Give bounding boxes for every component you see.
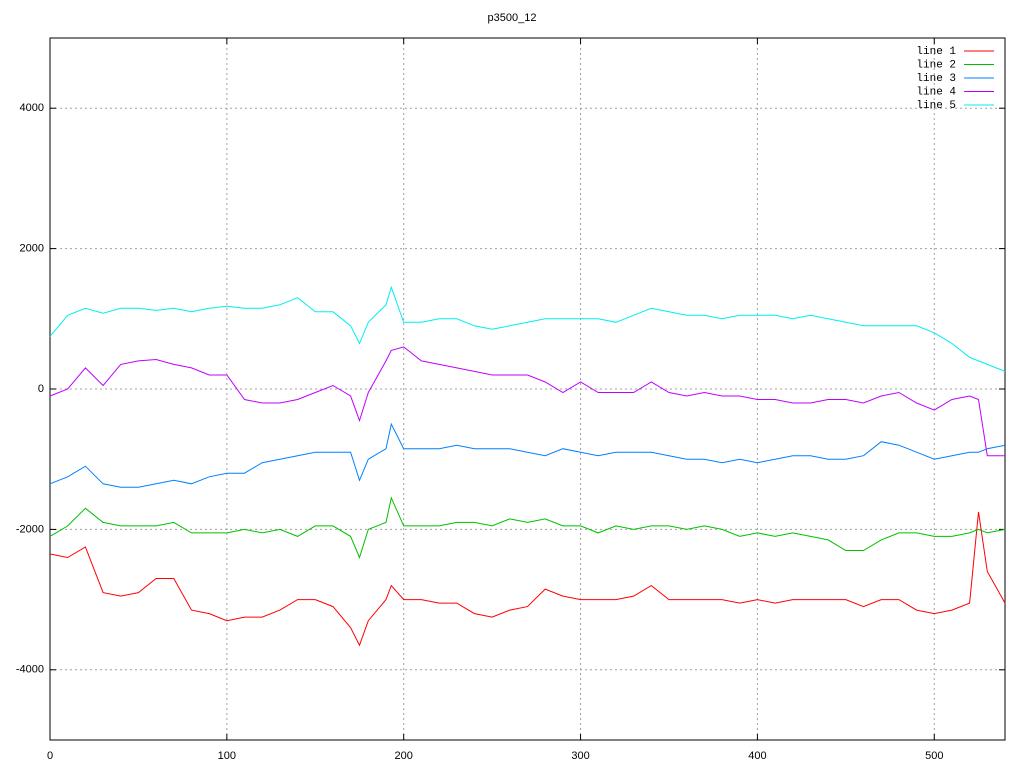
series-line bbox=[49, 346, 1005, 457]
x-tick-label: 500 bbox=[925, 750, 943, 762]
series-line bbox=[49, 496, 1006, 559]
legend-label: line 4 bbox=[916, 86, 956, 98]
x-tick-label: 400 bbox=[748, 750, 766, 762]
x-tick-label: 0 bbox=[47, 750, 53, 762]
legend-label: line 2 bbox=[916, 59, 956, 71]
y-tick-label: 4000 bbox=[20, 102, 44, 114]
series-line bbox=[49, 511, 1006, 647]
series-line bbox=[49, 422, 1006, 488]
x-tick-label: 100 bbox=[218, 750, 236, 762]
legend-label: line 1 bbox=[916, 46, 956, 58]
chart-title: p3500_12 bbox=[488, 12, 537, 24]
plot-frame bbox=[49, 37, 1006, 741]
y-tick-label: 2000 bbox=[20, 243, 44, 255]
y-tick-label: 0 bbox=[38, 383, 44, 395]
y-tick-label: -4000 bbox=[16, 664, 44, 676]
y-tick-label: -2000 bbox=[16, 523, 44, 535]
x-tick-label: 300 bbox=[571, 750, 589, 762]
legend-label: line 3 bbox=[916, 73, 956, 85]
x-tick-label: 200 bbox=[395, 750, 413, 762]
legend-label: line 5 bbox=[916, 100, 956, 112]
series-line bbox=[49, 285, 1006, 372]
